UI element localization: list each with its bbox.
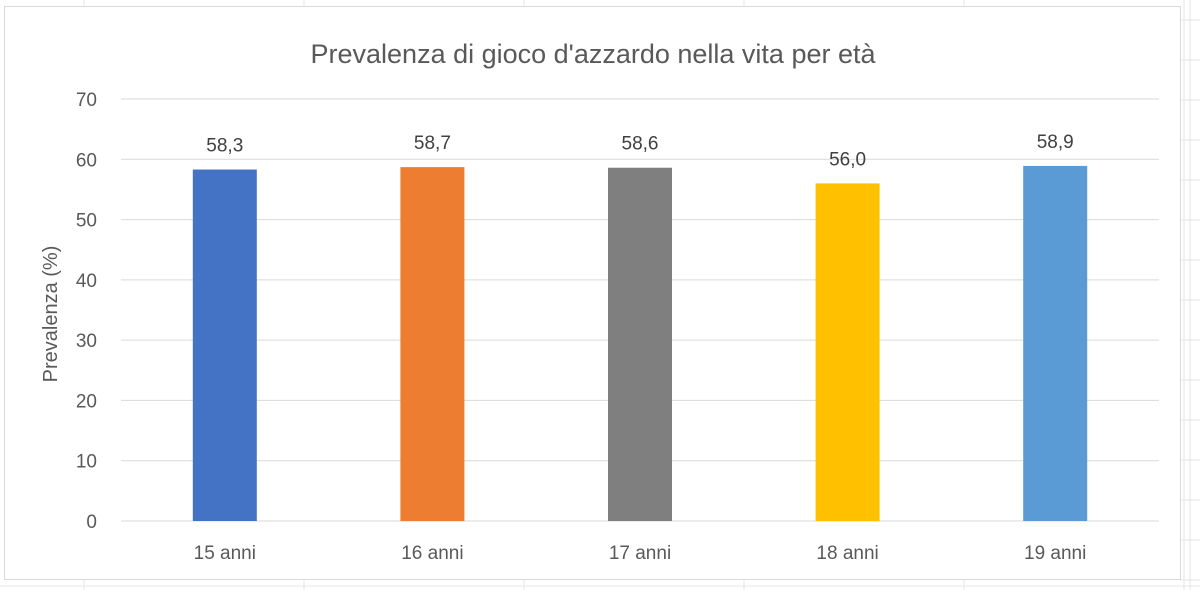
bar-19-anni[interactable] — [1023, 165, 1088, 521]
chart-title: Prevalenza di gioco d'azzardo nella vita… — [311, 39, 877, 69]
data-label: 58,9 — [1037, 132, 1074, 153]
bar-16-anni[interactable] — [400, 167, 465, 521]
bar-17-anni[interactable] — [608, 167, 672, 521]
y-tick-label: 70 — [76, 90, 97, 111]
y-tick-label: 40 — [76, 271, 97, 292]
y-axis-ticks: 0 10 20 30 40 50 60 70 — [76, 90, 97, 533]
x-category-label: 19 anni — [1024, 543, 1086, 564]
chart-area[interactable]: Prevalenza di gioco d'azzardo nella vita… — [4, 6, 1181, 580]
x-category-label: 15 anni — [194, 543, 256, 564]
data-label: 58,6 — [622, 134, 659, 155]
x-axis-categories: 15 anni 16 anni 17 anni 18 anni 19 anni — [194, 543, 1087, 564]
y-tick-label: 60 — [76, 150, 97, 171]
y-axis-title: Prevalenza (%) — [40, 246, 62, 383]
x-category-label: 18 anni — [816, 543, 878, 564]
bar-chart: Prevalenza di gioco d'azzardo nella vita… — [40, 39, 1159, 564]
data-label: 56,0 — [829, 149, 866, 170]
y-tick-label: 0 — [86, 512, 97, 533]
x-category-label: 17 anni — [609, 543, 671, 564]
data-labels: 58,3 58,7 58,6 56,0 58,9 — [206, 132, 1073, 170]
bar-15-anni[interactable] — [192, 169, 257, 521]
y-tick-label: 50 — [76, 211, 97, 232]
data-label: 58,7 — [414, 133, 451, 154]
bar-18-anni[interactable] — [815, 183, 880, 521]
data-label: 58,3 — [206, 136, 243, 157]
x-category-label: 16 anni — [401, 543, 463, 564]
y-tick-label: 30 — [76, 331, 97, 352]
y-tick-label: 20 — [76, 391, 97, 412]
y-tick-label: 10 — [76, 452, 97, 473]
bars — [192, 165, 1088, 521]
